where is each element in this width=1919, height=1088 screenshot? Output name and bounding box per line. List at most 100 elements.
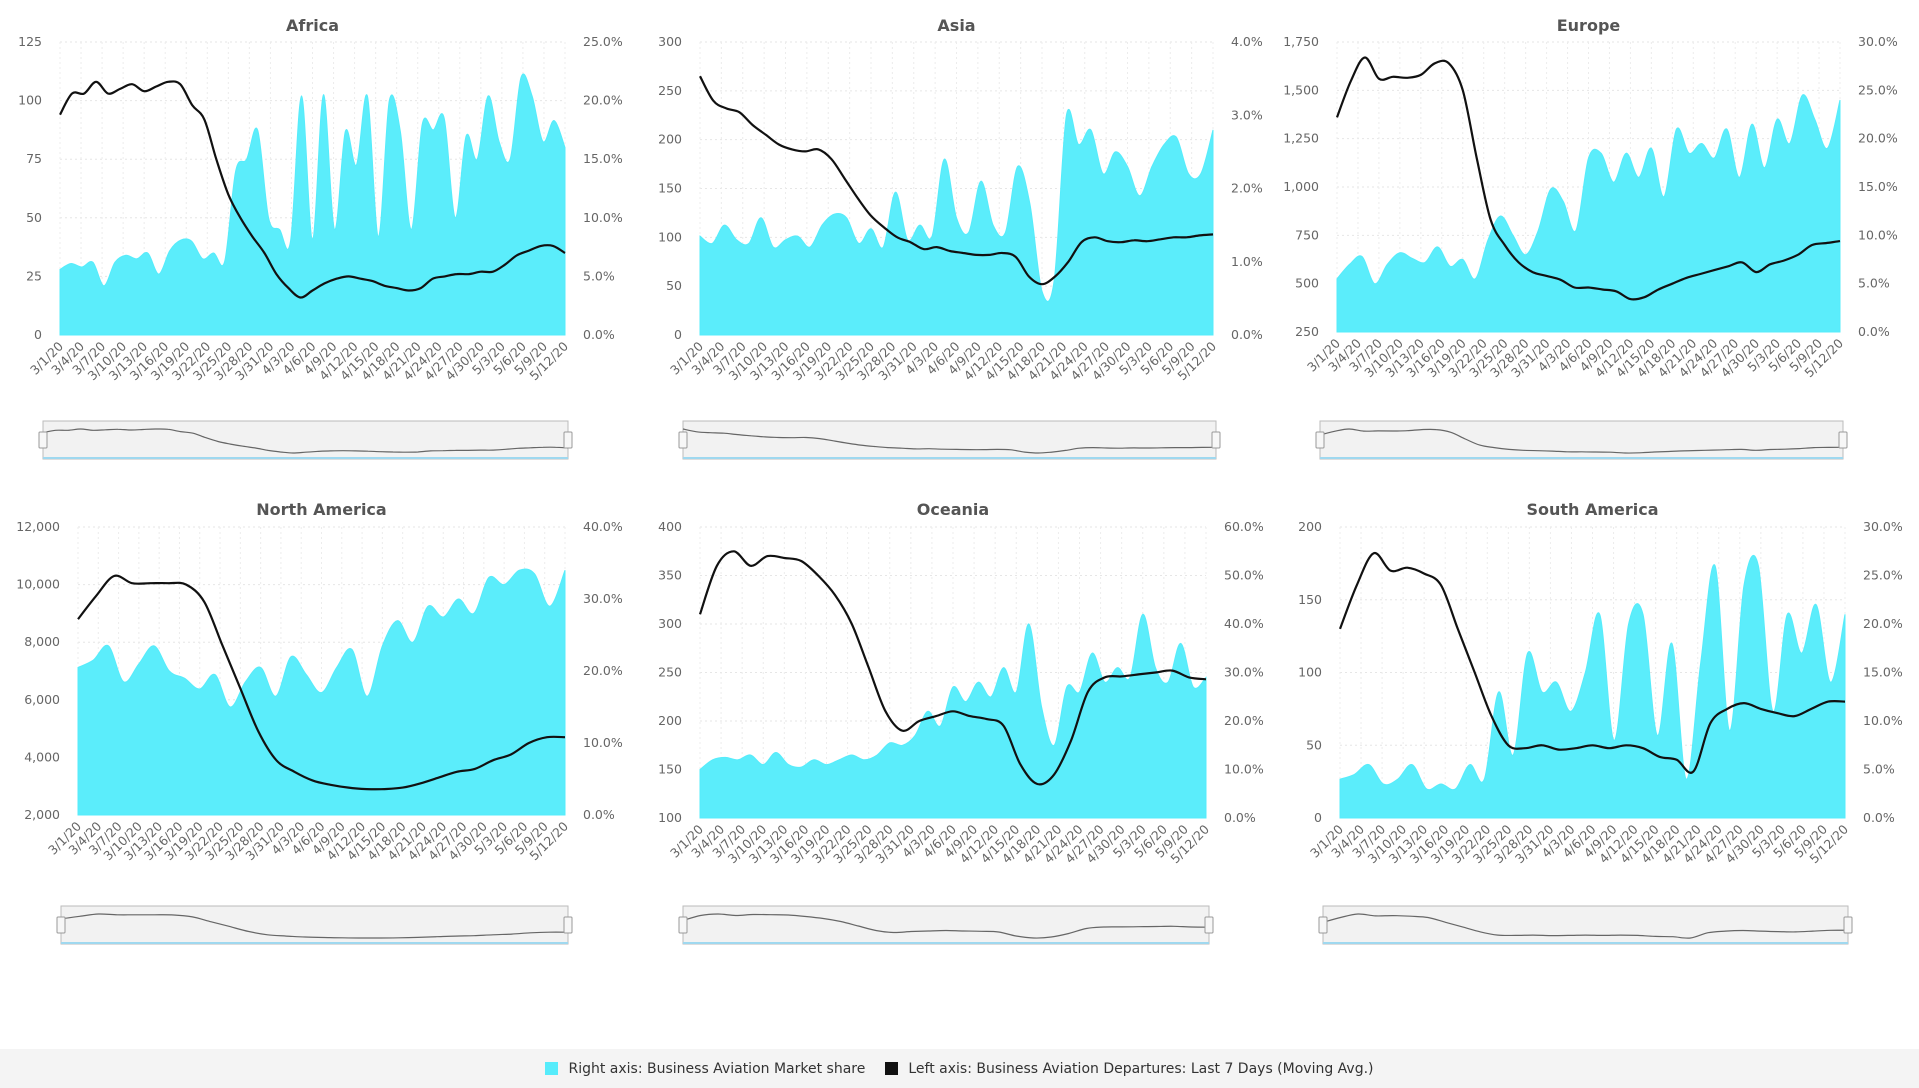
right-tick-label: 30.0% [1858, 34, 1898, 49]
right-tick-label: 15.0% [1858, 179, 1898, 194]
right-tick-label: 0.0% [1224, 810, 1256, 825]
right-tick-label: 10.0% [583, 210, 623, 225]
navigator-handle-left[interactable] [56, 916, 66, 934]
navigator-handle-right[interactable] [1204, 916, 1214, 934]
navigator [682, 420, 1217, 460]
departures-line [77, 574, 566, 791]
right-tick-label: 0.0% [1863, 810, 1895, 825]
left-tick-label: 150 [658, 181, 682, 196]
right-tick-label: 20.0% [583, 663, 623, 678]
left-tick-label: 250 [1295, 324, 1319, 339]
left-tick-label: 750 [1295, 227, 1319, 242]
left-tick-label: 300 [658, 34, 682, 49]
departures-line [699, 75, 1214, 286]
right-tick-label: 20.0% [1224, 713, 1264, 728]
navigator-handle-left[interactable] [1318, 916, 1328, 934]
navigator-handle-right[interactable] [1838, 431, 1848, 449]
chart-panel-oceania: Oceania 100 150 200 250 300 350 400 0.0% 10.0% 20.… [658, 500, 1264, 945]
right-tick-label: 25.0% [583, 34, 623, 49]
right-tick-label: 10.0% [1858, 227, 1898, 242]
navigator [1319, 420, 1844, 460]
chart-panel-asia: Asia 0 50 100 150 200 250 300 0.0% 1.0% 2.0% 3.0% 4.… [658, 16, 1263, 460]
right-tick-label: 0.0% [583, 327, 615, 342]
right-tick-label: 0.0% [1858, 324, 1890, 339]
left-tick-label: 50 [26, 210, 42, 225]
right-tick-label: 20.0% [1858, 131, 1898, 146]
left-tick-label: 2,000 [24, 807, 60, 822]
left-tick-label: 300 [658, 616, 682, 631]
navigator [682, 905, 1210, 945]
right-tick-label: 2.0% [1231, 181, 1263, 196]
navigator-line [682, 913, 1210, 939]
right-tick-label: 10.0% [583, 735, 623, 750]
legend-item-market-share[interactable]: Right axis: Business Aviation Market sha… [545, 1061, 865, 1077]
departures-line [1335, 56, 1841, 301]
right-tick-label: 40.0% [1224, 616, 1264, 631]
left-tick-label: 100 [658, 229, 682, 244]
left-tick-label: 1,500 [1283, 82, 1319, 97]
right-tick-label: 0.0% [1231, 327, 1263, 342]
left-tick-label: 0 [1314, 810, 1322, 825]
left-tick-label: 200 [1298, 519, 1322, 534]
left-tick-label: 400 [658, 519, 682, 534]
legend-label-departures: Left axis: Business Aviation Departures:… [908, 1060, 1374, 1077]
navigator [60, 905, 569, 945]
departures-line [698, 550, 1207, 786]
right-tick-label: 3.0% [1231, 107, 1263, 122]
navigator-handle-left[interactable] [1315, 431, 1325, 449]
left-tick-label: 0 [34, 327, 42, 342]
left-tick-label: 200 [658, 132, 682, 147]
left-tick-label: 12,000 [16, 519, 60, 534]
navigator [1322, 905, 1849, 945]
right-tick-label: 10.0% [1224, 762, 1264, 777]
navigator-handle-right[interactable] [563, 916, 573, 934]
left-tick-label: 100 [658, 810, 682, 825]
navigator-line [1319, 428, 1844, 454]
navigator-handle-left[interactable] [678, 916, 688, 934]
right-tick-label: 4.0% [1231, 34, 1263, 49]
navigator-handle-right[interactable] [1843, 916, 1853, 934]
right-tick-label: 30.0% [1224, 665, 1264, 680]
navigator-handle-right[interactable] [563, 431, 573, 449]
chart-title: Oceania [917, 500, 989, 519]
market-share-area [59, 73, 566, 336]
left-tick-label: 6,000 [24, 692, 60, 707]
left-tick-label: 1,000 [1283, 179, 1319, 194]
left-tick-label: 4,000 [24, 749, 60, 764]
chart-title: Europe [1557, 16, 1621, 35]
navigator-line [1322, 913, 1849, 939]
right-tick-label: 60.0% [1224, 519, 1264, 534]
navigator-line [60, 913, 569, 939]
navigator-handle-right[interactable] [1211, 431, 1221, 449]
legend-item-departures[interactable]: Left axis: Business Aviation Departures:… [885, 1060, 1374, 1077]
chart-title: North America [256, 500, 386, 519]
right-tick-label: 15.0% [583, 151, 623, 166]
chart-panel-south-america: South America 0 50 100 150 200 0.0% 5.0% 10.0% 15… [1298, 500, 1903, 945]
left-tick-label: 50 [1306, 737, 1322, 752]
chart-panel-north-america: North America 2,000 4,000 6,000 8,000 10,000 1… [16, 500, 623, 945]
right-tick-label: 10.0% [1863, 713, 1903, 728]
left-tick-label: 1,250 [1283, 131, 1319, 146]
right-tick-label: 30.0% [583, 591, 623, 606]
left-tick-label: 250 [658, 83, 682, 98]
legend-swatch-line [885, 1062, 899, 1075]
right-tick-label: 15.0% [1863, 665, 1903, 680]
navigator [42, 420, 569, 460]
charts-canvas: Africa 0 25 50 75 100 125 0.0% 5.0% 10.0% 15.0% 20.… [16, 16, 1903, 945]
left-tick-label: 100 [1298, 665, 1322, 680]
right-tick-label: 25.0% [1858, 82, 1898, 97]
navigator-handle-left[interactable] [38, 431, 48, 449]
right-tick-label: 0.0% [583, 807, 615, 822]
left-tick-label: 150 [1298, 592, 1322, 607]
chart-title: Africa [286, 16, 339, 35]
market-share-area [77, 568, 566, 816]
navigator-line [42, 428, 569, 454]
left-tick-label: 150 [658, 762, 682, 777]
chart-title: Asia [937, 16, 975, 35]
left-tick-label: 10,000 [16, 577, 60, 592]
right-tick-label: 5.0% [1858, 276, 1890, 291]
right-tick-label: 5.0% [583, 268, 615, 283]
navigator-handle-left[interactable] [678, 431, 688, 449]
departures-line [59, 80, 566, 299]
right-tick-label: 20.0% [1863, 616, 1903, 631]
